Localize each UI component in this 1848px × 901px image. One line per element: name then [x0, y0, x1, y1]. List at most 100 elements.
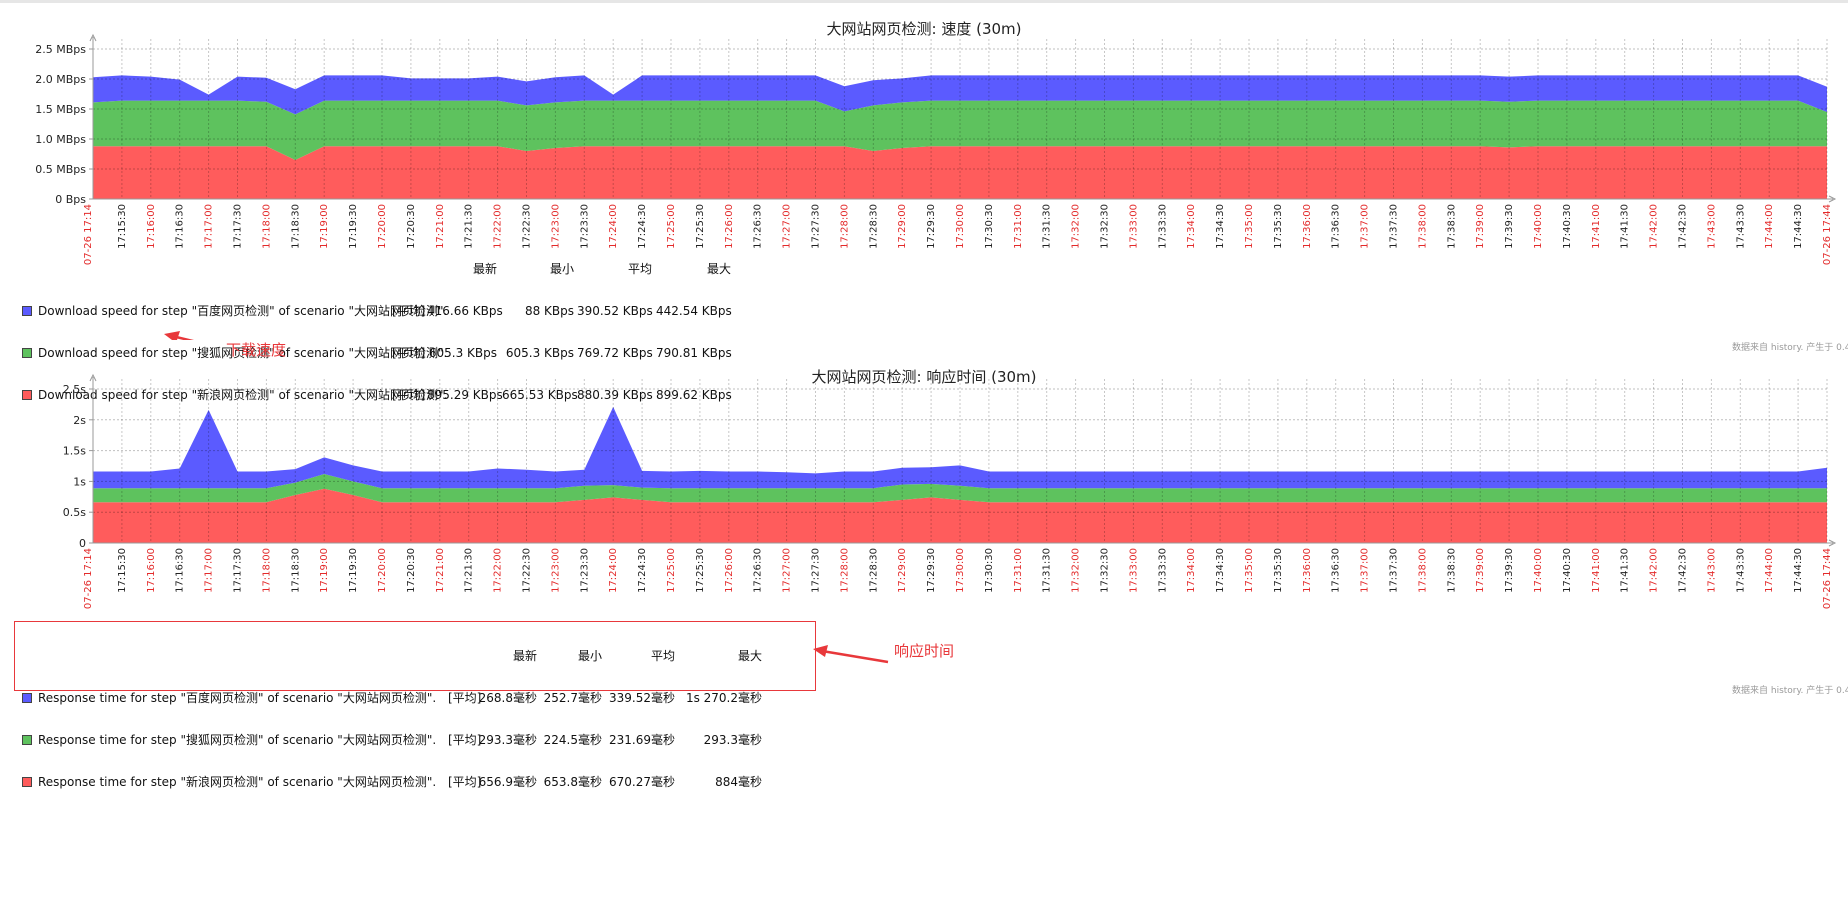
legend-avg: 769.72 KBps — [577, 346, 653, 360]
y-tick-label: 2s — [73, 414, 86, 427]
x-tick-label: 17:33:00 — [1128, 548, 1139, 593]
x-axis-arrow-icon — [1828, 195, 1837, 203]
x-tick-label: 17:32:00 — [1071, 204, 1082, 249]
x-tick-label: 17:42:00 — [1649, 548, 1660, 593]
x-tick-label: 17:26:30 — [753, 548, 764, 593]
x-tick-label: 17:38:30 — [1446, 204, 1457, 249]
legend-avg: 670.27毫秒 — [609, 775, 675, 789]
x-tick-label: 17:40:30 — [1562, 204, 1573, 249]
x-tick-label: 17:33:30 — [1157, 548, 1168, 593]
legend-min: 88 KBps — [524, 304, 574, 318]
legend-series-name: Response time for step "新浪网页检测" of scena… — [38, 775, 437, 789]
legend-min: 224.5毫秒 — [543, 733, 602, 747]
source-note: 数据来自 history. 产生于 0.47 秒 — [1732, 686, 1848, 696]
x-tick-label: 17:19:00 — [319, 204, 330, 249]
x-tick-label: 17:20:30 — [406, 548, 417, 593]
x-tick-label: 17:44:30 — [1793, 204, 1804, 249]
x-tick-label: 17:34:30 — [1215, 204, 1226, 249]
x-tick-label: 17:32:30 — [1100, 204, 1111, 249]
x-tick-label: 17:35:30 — [1273, 548, 1284, 593]
x-tick-label: 17:25:00 — [666, 548, 677, 593]
x-tick-label: 17:33:30 — [1157, 204, 1168, 249]
x-tick-label: 17:36:00 — [1302, 204, 1313, 249]
x-tick-label: 17:19:30 — [348, 548, 359, 593]
y-tick-label: 0.5s — [63, 506, 86, 519]
x-tick-label: 17:43:30 — [1735, 204, 1746, 249]
legend-row: Download speed for step "搜狐网页检测" of scen… — [22, 346, 732, 360]
source-note: 数据来自 history. 产生于 0.47 秒 — [1732, 343, 1848, 353]
y-tick-label: 0 — [79, 537, 86, 550]
x-tick-label: 17:33:00 — [1128, 204, 1139, 249]
x-tick-label: 17:24:30 — [637, 204, 648, 249]
x-tick-label: 17:44:30 — [1793, 548, 1804, 593]
chart-title: 大网站网页检测: 速度 (30m) — [826, 20, 1022, 38]
speed-chart: 大网站网页检测: 速度 (30m) 0 Bps 0.5 MBps 1.0 MBps 1… — [0, 0, 1848, 402]
y-tick-label: 0 Bps — [55, 193, 86, 206]
response-time-chart: 大网站网页检测: 响应时间 (30m) 0 0.5s 1s 1.5s 2s 2.5s 07-… — [0, 355, 1848, 789]
x-tick-label: 17:22:30 — [522, 548, 533, 593]
x-tick-label: 17:43:30 — [1735, 548, 1746, 593]
x-tick-label: 17:28:00 — [839, 204, 850, 249]
legend-max: 790.81 KBps — [656, 346, 732, 360]
legend-last: 268.8毫秒 — [478, 691, 537, 705]
x-tick-label: 17:21:30 — [464, 548, 475, 593]
response-time-chart-plot: 0 0.5s 1s 1.5s 2s 2.5s 07-26 17:14 17:15:30 17:1… — [63, 373, 1837, 609]
legend-min: 605.3 KBps — [505, 346, 574, 360]
x-tick-label: 17:32:00 — [1071, 548, 1082, 593]
x-tick-label: 17:17:30 — [233, 204, 244, 249]
x-tick-label: 17:43:00 — [1706, 548, 1717, 593]
x-tick-label: 17:27:30 — [811, 548, 822, 593]
legend-avg: 880.39 KBps — [577, 388, 653, 402]
x-tick-label: 17:37:00 — [1360, 548, 1371, 593]
legend-last: 605.3 KBps — [428, 346, 497, 360]
x-tick-label: 17:18:30 — [290, 548, 301, 593]
x-tick-label: 17:34:00 — [1186, 548, 1197, 593]
x-tick-label: 17:27:30 — [811, 204, 822, 249]
legend-row: Response time for step "百度网页检测" of scena… — [22, 691, 762, 705]
x-tick-label: 17:23:00 — [550, 204, 561, 249]
legend-series-name: Download speed for step "搜狐网页检测" of scen… — [38, 346, 448, 360]
x-tick-label: 17:31:30 — [1042, 204, 1053, 249]
y-axis-arrow-icon — [89, 373, 97, 382]
x-tick-label: 17:18:30 — [290, 204, 301, 249]
x-tick-label: 17:23:00 — [550, 548, 561, 593]
legend-avg: 339.52毫秒 — [609, 691, 675, 705]
x-tick-label: 17:39:00 — [1475, 548, 1486, 593]
x-tick-label: 17:29:30 — [926, 548, 937, 593]
x-tick-label: 17:40:00 — [1533, 548, 1544, 593]
legend-header-avg: 平均 — [650, 649, 675, 663]
legend-swatch — [22, 306, 32, 316]
legend-min: 665.53 KBps — [502, 388, 578, 402]
x-tick-label: 17:25:00 — [666, 204, 677, 249]
x-tick-label: 17:23:30 — [579, 548, 590, 593]
legend-max: 884毫秒 — [715, 775, 762, 789]
x-tick-label: 17:17:30 — [233, 548, 244, 593]
x-tick-label: 17:19:00 — [319, 548, 330, 593]
series-area-3 — [93, 75, 1827, 115]
x-tick-label: 17:42:30 — [1678, 548, 1689, 593]
legend-row: Response time for step "新浪网页检测" of scena… — [22, 775, 762, 789]
x-tick-label: 17:22:30 — [522, 204, 533, 249]
x-tick-label: 17:15:30 — [117, 548, 128, 593]
x-tick-label: 17:17:00 — [204, 548, 215, 593]
legend-header-min: 最小 — [549, 262, 574, 276]
x-tick-label: 17:24:30 — [637, 548, 648, 593]
legend-func: [平均] — [392, 304, 426, 318]
legend-row: Download speed for step "百度网页检测" of scen… — [22, 304, 732, 318]
x-axis-arrow-icon — [1828, 539, 1837, 547]
x-tick-label: 17:39:30 — [1504, 548, 1515, 593]
x-tick-label: 07-26 17:14 — [83, 548, 94, 609]
chart-title: 大网站网页检测: 响应时间 (30m) — [811, 368, 1037, 386]
x-tick-label: 17:36:30 — [1331, 548, 1342, 593]
x-tick-label: 17:22:00 — [493, 204, 504, 249]
x-tick-label: 17:30:30 — [984, 548, 995, 593]
x-tick-label: 17:16:30 — [175, 548, 186, 593]
series-area-1 — [93, 146, 1827, 199]
legend-max: 1s 270.2毫秒 — [685, 691, 762, 705]
legend-last: 416.66 KBps — [427, 304, 503, 318]
x-tick-label: 17:21:00 — [435, 204, 446, 249]
x-tick-label: 17:36:00 — [1302, 548, 1313, 593]
x-tick-label: 07-26 17:14 — [83, 204, 94, 265]
legend-header-row: 最新 最小 平均 最大 — [22, 649, 762, 663]
x-tick-label: 17:18:00 — [261, 548, 272, 593]
